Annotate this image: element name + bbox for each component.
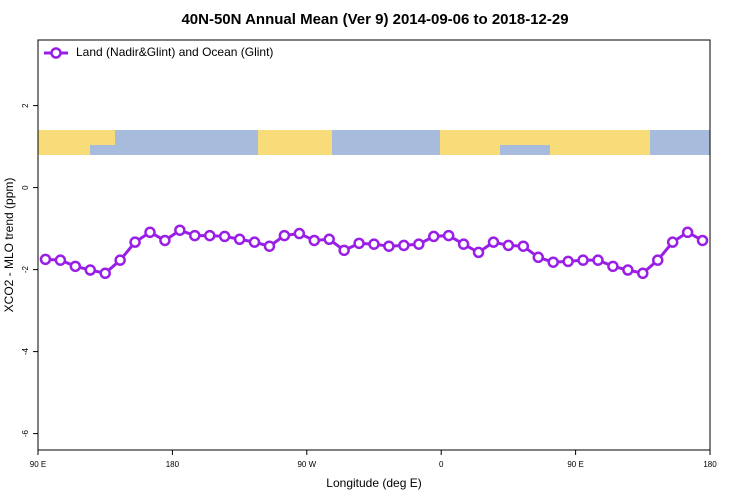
data-point xyxy=(39,253,52,266)
data-point xyxy=(622,264,634,276)
data-point xyxy=(666,236,679,248)
data-point xyxy=(637,267,649,280)
data-point xyxy=(308,234,321,247)
legend: Land (Nadir&Glint) and Ocean (Glint) xyxy=(44,45,273,59)
map-band xyxy=(38,130,710,155)
data-point xyxy=(696,234,709,247)
data-point xyxy=(189,229,201,242)
data-point xyxy=(353,237,365,250)
data-point xyxy=(99,267,111,280)
data-point xyxy=(69,260,82,273)
x-tick-label: 90 E xyxy=(567,460,583,469)
legend-label: Land (Nadir&Glint) and Ocean (Glint) xyxy=(76,45,273,59)
series-line xyxy=(45,228,704,275)
data-point xyxy=(532,251,545,264)
data-point xyxy=(413,238,425,250)
data-point xyxy=(218,230,231,243)
x-tick-label: 90 W xyxy=(297,460,316,469)
data-point xyxy=(203,229,216,242)
data-point xyxy=(368,238,380,250)
data-point xyxy=(278,229,291,242)
y-tick-label: -6 xyxy=(21,429,30,437)
data-point xyxy=(592,254,604,266)
data-point xyxy=(547,256,559,268)
data-point xyxy=(651,254,664,266)
data-point xyxy=(293,227,306,240)
data-point xyxy=(577,254,589,266)
data-point xyxy=(233,233,246,246)
data-point xyxy=(129,236,141,248)
data-point xyxy=(472,246,485,259)
data-point xyxy=(457,238,470,250)
y-axis-label: XCO2 - MLO trend (ppm) xyxy=(2,178,16,313)
data-point xyxy=(607,260,619,273)
y-tick-label: 2 xyxy=(21,103,30,108)
data-point xyxy=(502,239,515,252)
data-point xyxy=(114,254,126,266)
data-point xyxy=(681,226,694,239)
y-tick-label: 0 xyxy=(21,185,30,190)
x-tick-label: 0 xyxy=(439,460,444,469)
chart-title: 40N-50N Annual Mean (Ver 9) 2014-09-06 t… xyxy=(181,11,568,28)
x-tick-label: 180 xyxy=(703,460,717,469)
x-tick-label: 90 E xyxy=(30,460,46,469)
data-point xyxy=(54,254,67,266)
data-point xyxy=(562,255,574,268)
y-tick-label: -2 xyxy=(21,265,30,273)
x-tick-label: 180 xyxy=(166,460,180,469)
data-point xyxy=(398,239,410,252)
data-point xyxy=(487,236,500,248)
data-point xyxy=(144,226,156,239)
data-point xyxy=(159,234,171,247)
x-axis-label: Longitude (deg E) xyxy=(326,476,421,490)
data-point xyxy=(263,240,276,252)
data-point xyxy=(383,240,395,252)
data-point xyxy=(84,264,97,276)
data-point xyxy=(442,229,455,242)
plot-frame xyxy=(37,39,711,451)
data-point xyxy=(248,236,261,248)
data-point xyxy=(174,224,186,236)
data-point xyxy=(338,244,350,257)
legend-marker xyxy=(50,47,62,59)
data-point xyxy=(427,230,440,243)
data-point xyxy=(517,240,530,252)
y-tick-label: -4 xyxy=(21,347,30,355)
data-point xyxy=(323,233,335,246)
